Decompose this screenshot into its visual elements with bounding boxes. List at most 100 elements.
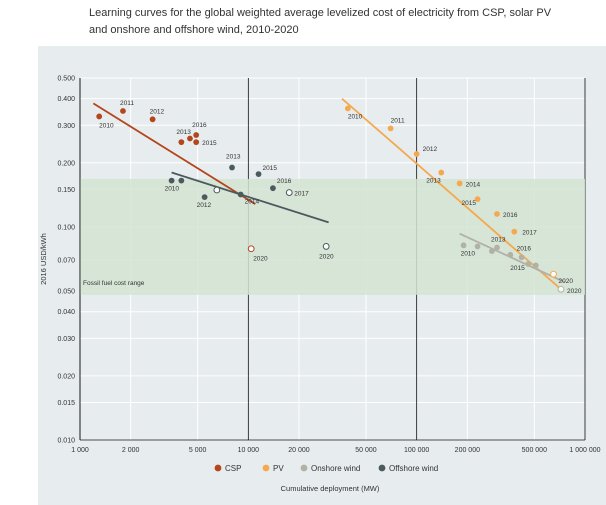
offshore-wind-point-open xyxy=(285,189,293,196)
csp-trend-line xyxy=(92,102,256,205)
pv-point xyxy=(438,169,445,176)
csp-point-label: 2020 xyxy=(253,256,268,263)
csp-point-label: 2010 xyxy=(99,122,114,129)
csp-point xyxy=(193,132,200,138)
offshore-wind-point-label: 2020 xyxy=(319,253,334,260)
x-tick-label: 1 000 000 xyxy=(569,447,600,454)
x-tick-label: 20 000 xyxy=(288,447,310,454)
pv-point xyxy=(494,211,500,217)
y-tick-label: 0.200 xyxy=(57,160,75,167)
y-tick-label: 0.400 xyxy=(57,96,75,103)
pv-point xyxy=(387,125,394,132)
onshore-wind-point xyxy=(474,243,481,250)
pv-point-label: 2016 xyxy=(503,212,518,219)
onshore-wind-point-label: 2020 xyxy=(567,288,582,295)
fossil-band-group: Fossil fuel cost range xyxy=(80,178,585,295)
legend-swatch-offshore-wind xyxy=(378,464,386,472)
offshore-wind-point xyxy=(270,185,276,192)
fossil-fuel-band xyxy=(80,178,585,295)
pv-point-label: 2013 xyxy=(426,178,441,185)
onshore-wind-point xyxy=(489,248,495,255)
csp-point-label: 2011 xyxy=(120,100,134,107)
x-tick-label: 2 000 xyxy=(122,447,140,454)
x-tick-label: 1 000 xyxy=(71,447,89,454)
csp-point-label: 2015 xyxy=(202,140,217,147)
y-tick-label: 0.015 xyxy=(57,400,75,407)
x-axis-label: Cumulative deployment (MW) xyxy=(281,484,380,493)
onshore-wind-point-label: 2015 xyxy=(510,265,525,272)
offshore-wind-point xyxy=(229,164,235,171)
pv-point xyxy=(344,105,351,112)
y-tick-label: 0.100 xyxy=(57,224,75,231)
axes: 0.500 0.400 0.300 0.200 0.150 0.100 0.070 0.050… xyxy=(57,76,600,455)
csp-point xyxy=(120,108,126,114)
x-tick-label: 50 000 xyxy=(355,447,377,454)
csp-point xyxy=(187,135,193,142)
legend-label-csp: CSP xyxy=(225,464,241,473)
csp-point-open xyxy=(247,245,255,253)
csp-point xyxy=(178,139,185,146)
x-tick-label: 5 000 xyxy=(189,447,207,454)
csp-point-label: 2013 xyxy=(176,129,191,136)
legend-label-offshore-wind: Offshore wind xyxy=(389,464,438,473)
onshore-wind-point xyxy=(532,262,539,269)
y-tick-label: 0.500 xyxy=(57,76,75,83)
offshore-wind-trend-line xyxy=(171,171,329,224)
csp-point-label: 2012 xyxy=(150,108,165,115)
chart-title-line-2: and onshore and offshore wind, 2010-2020 xyxy=(89,24,299,36)
onshore-wind-point-label: 2016 xyxy=(517,245,532,252)
offshore-wind-point-open xyxy=(322,243,330,250)
onshore-wind-point xyxy=(525,261,532,267)
onshore-wind-trend-line xyxy=(459,232,566,284)
y-tick-label: 0.040 xyxy=(57,309,75,316)
y-tick-label: 0.050 xyxy=(57,289,75,296)
pv-point xyxy=(511,228,518,235)
pv-point-label: 2012 xyxy=(423,146,438,153)
onshore-wind-point-open xyxy=(557,285,565,293)
pv-point xyxy=(413,151,420,157)
y-tick-label: 0.070 xyxy=(57,257,75,264)
csp-point xyxy=(193,139,200,146)
offshore-wind-point xyxy=(201,194,208,201)
x-tick-label: 200 000 xyxy=(455,447,480,454)
offshore-wind-point-label: 2014 xyxy=(245,198,260,205)
point-labels: 2010201120122013201620152020201020112012… xyxy=(99,100,582,295)
csp-point-label: 2016 xyxy=(192,122,207,129)
chart-title-line-1: Learning curves for the global weighted … xyxy=(89,7,552,19)
fossil-band-label: Fossil fuel cost range xyxy=(83,280,145,287)
pv-point xyxy=(474,196,481,203)
legend-label-onshore-wind: Onshore wind xyxy=(311,464,360,473)
pv-point xyxy=(456,180,463,187)
offshore-wind-point xyxy=(178,177,185,184)
offshore-wind-point-label: 2012 xyxy=(197,202,212,209)
data-points xyxy=(96,105,565,293)
offshore-wind-point xyxy=(255,171,262,177)
pv-point-label: 2011 xyxy=(391,117,405,124)
onshore-wind-point-label: 2010 xyxy=(461,250,476,257)
offshore-wind-point-label: 2010 xyxy=(165,186,180,193)
legend-swatch-onshore-wind xyxy=(300,464,308,472)
offshore-wind-point xyxy=(237,191,244,198)
offshore-wind-point-label: 2017 xyxy=(294,191,309,198)
legend-label-pv: PV xyxy=(273,464,284,473)
pv-point-label: 2010 xyxy=(348,113,363,120)
y-axis-label: 2016 USD/kWh xyxy=(39,233,48,285)
csp-point xyxy=(149,116,156,123)
pv-point-label: 2015 xyxy=(462,200,477,207)
onshore-wind-point xyxy=(494,244,500,251)
onshore-wind-point xyxy=(460,242,467,249)
pv-point-label: 2017 xyxy=(522,230,537,237)
pv-point-label: 2014 xyxy=(466,181,481,188)
x-tick-label: 100 000 xyxy=(404,447,429,454)
x-tick-label: 500 000 xyxy=(522,447,547,454)
pv-point-label: 2020 xyxy=(559,278,574,285)
onshore-wind-point-label: 2013 xyxy=(491,237,506,244)
y-tick-label: 0.010 xyxy=(57,438,75,445)
offshore-wind-point-label: 2015 xyxy=(263,165,278,172)
legend-swatch-pv xyxy=(262,464,270,472)
y-tick-label: 0.020 xyxy=(57,373,75,380)
legend-swatch-csp xyxy=(214,464,222,472)
offshore-wind-point-label: 2013 xyxy=(226,154,241,161)
